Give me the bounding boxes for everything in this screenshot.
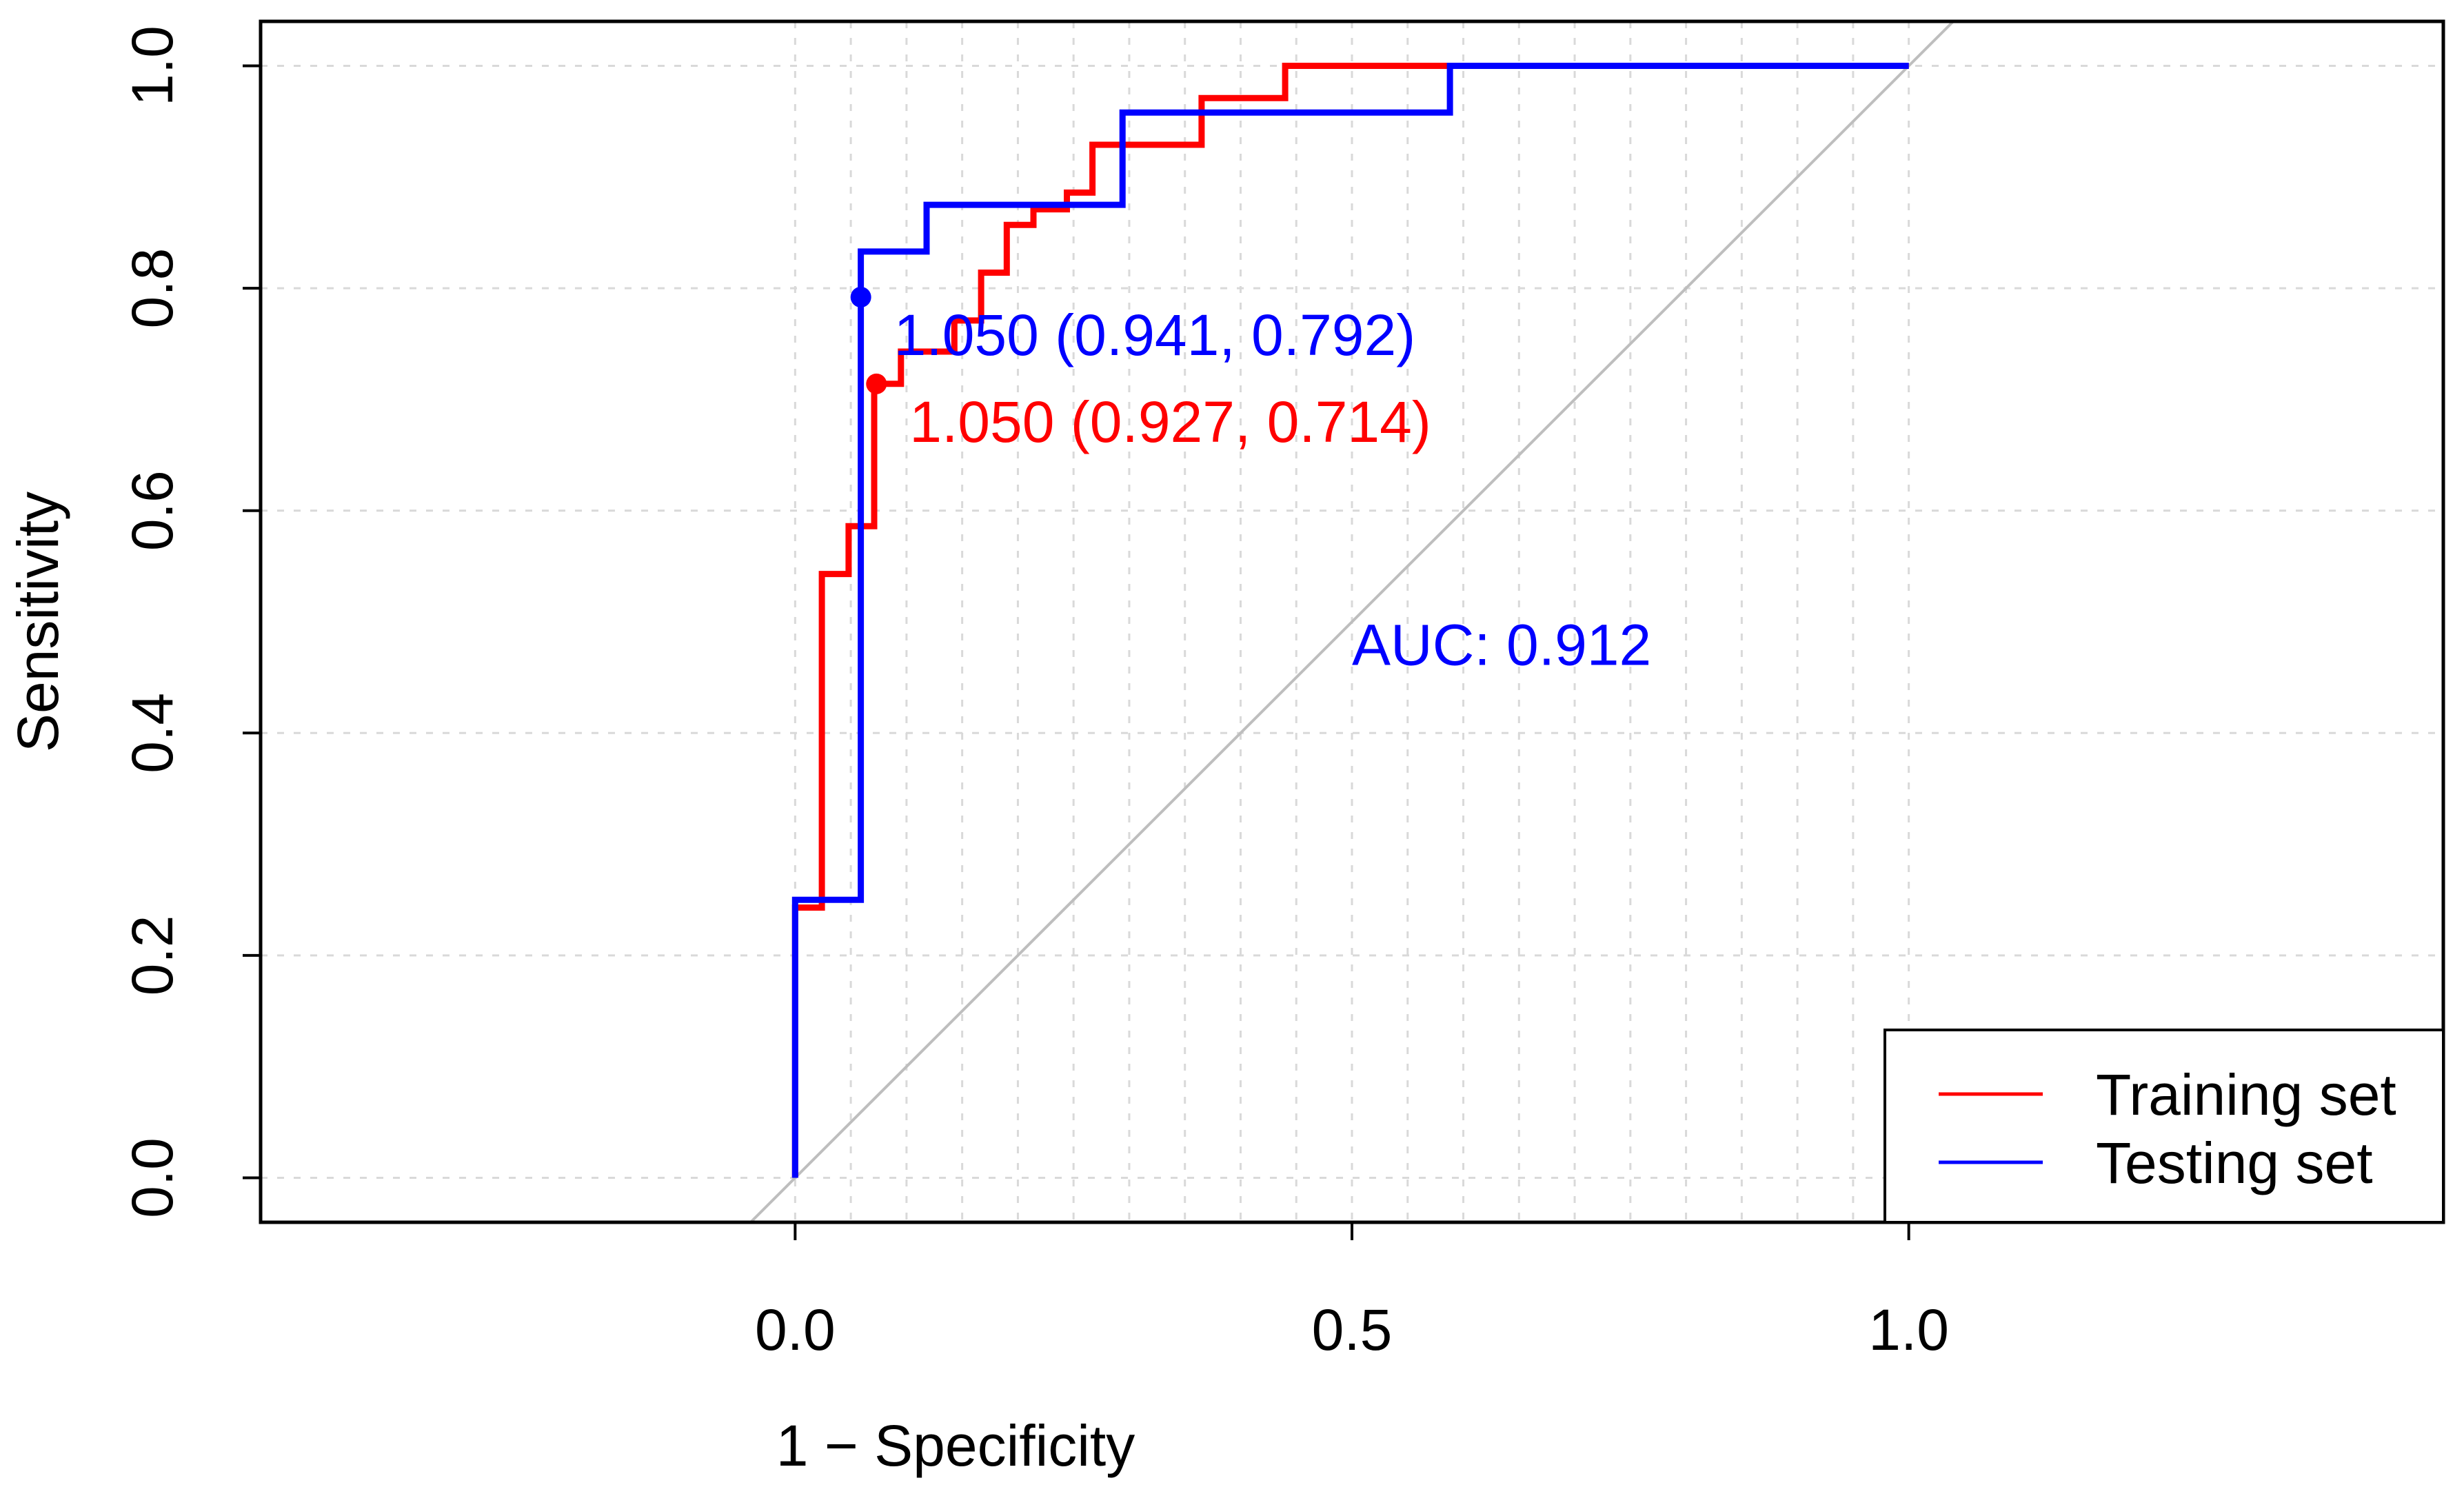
y-tick-label-0: 0.0: [120, 1137, 185, 1218]
auc-annotation: AUC: 0.912: [1352, 612, 1651, 677]
cutoff-point-testing-set: [850, 287, 871, 308]
x-tick-label-1: 0.5: [1312, 1297, 1393, 1362]
roc-curve-training-set: [791, 63, 1909, 1178]
legend: Training set Testing set: [1884, 1029, 2445, 1224]
x-tick-label-0: 0.0: [755, 1297, 836, 1362]
y-tick-label-1: 0.2: [120, 916, 185, 996]
grid-lines: [261, 21, 2443, 1222]
legend-label-testing: Testing set: [2096, 1131, 2373, 1195]
x-axis-label: 1 − Specificity: [776, 1413, 1135, 1478]
cutoff-label-training-set: 1.050 (0.927, 0.714): [909, 390, 1431, 454]
y-axis-label: Sensitivity: [6, 492, 70, 752]
roc-curve-testing-set: [791, 63, 1909, 1178]
annotations: 1.050 (0.927, 0.714) 1.050 (0.941, 0.792)…: [850, 287, 1651, 677]
legend-box: [1884, 1029, 2445, 1224]
x-tick-label-2: 1.0: [1868, 1297, 1949, 1362]
roc-curves: [791, 63, 1909, 1178]
reference-diagonal: [749, 20, 1955, 1224]
legend-label-training: Training set: [2096, 1062, 2396, 1127]
y-tick-label-5: 1.0: [120, 26, 185, 106]
y-tick-label-3: 0.6: [120, 470, 185, 551]
y-tick-label-4: 0.8: [120, 248, 185, 329]
cutoff-label-testing-set: 1.050 (0.941, 0.792): [894, 303, 1416, 367]
axes: 0.0 0.5 1.0 0.0 0.2 0.4 0.6 0.8 1.0: [120, 26, 1949, 1362]
chance-diagonal-line: [749, 20, 1955, 1224]
y-tick-label-2: 0.4: [120, 693, 185, 773]
cutoff-point-training-set: [866, 373, 887, 394]
